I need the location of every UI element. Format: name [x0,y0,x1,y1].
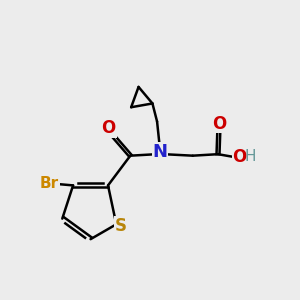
Text: O: O [101,119,116,137]
Text: H: H [245,149,256,164]
Text: O: O [212,115,226,133]
Text: S: S [115,217,127,235]
Text: Br: Br [40,176,59,191]
Text: O: O [232,148,247,166]
Text: N: N [152,143,167,161]
